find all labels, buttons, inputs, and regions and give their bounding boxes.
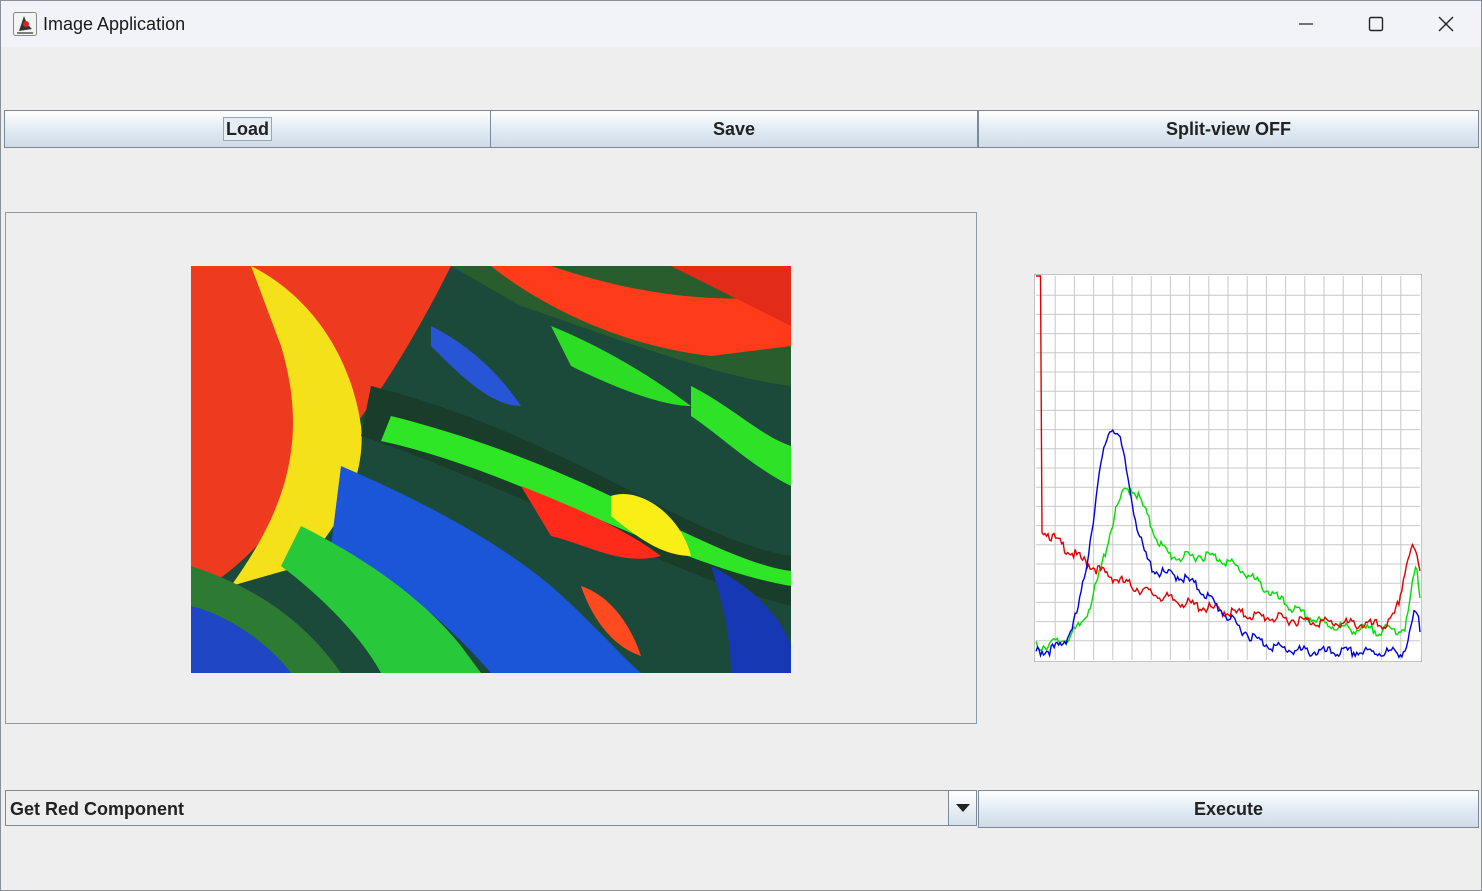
minimize-icon	[1299, 23, 1313, 25]
maximize-icon	[1368, 16, 1384, 32]
title-bar[interactable]: Image Application	[1, 1, 1481, 47]
chevron-down-icon	[955, 804, 970, 812]
minimize-button[interactable]	[1271, 1, 1341, 47]
close-icon	[1438, 16, 1454, 32]
histogram-blue-curve	[1035, 428, 1421, 659]
image-panel	[5, 212, 977, 724]
load-button[interactable]: Load	[4, 110, 491, 148]
rgb-histogram	[1034, 274, 1422, 662]
loaded-image	[191, 266, 791, 673]
window-title: Image Application	[43, 14, 186, 34]
operation-dropdown[interactable]: Get Red Component	[5, 790, 977, 826]
execute-button[interactable]: Execute	[978, 790, 1479, 828]
execute-button-label: Execute	[1193, 798, 1264, 819]
save-button[interactable]: Save	[490, 110, 978, 148]
split-view-button[interactable]: Split-view OFF	[978, 110, 1479, 148]
close-button[interactable]	[1411, 1, 1481, 47]
maximize-button[interactable]	[1341, 1, 1411, 47]
save-button-label: Save	[712, 118, 756, 139]
java-duke-icon	[13, 12, 37, 36]
split-view-button-label: Split-view OFF	[1165, 118, 1291, 139]
histogram-red-curve	[1036, 275, 1421, 630]
load-button-label: Load	[223, 117, 272, 141]
operation-dropdown-value: Get Red Component	[10, 799, 184, 819]
dropdown-arrow-button[interactable]	[948, 791, 976, 825]
